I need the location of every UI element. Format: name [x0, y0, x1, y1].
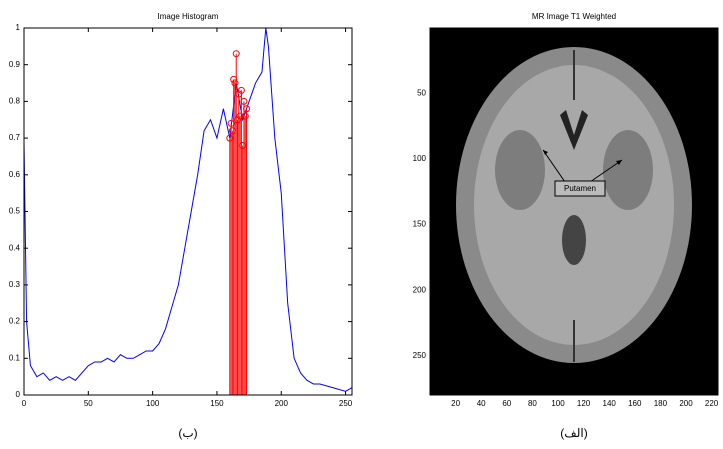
caption: (الف) — [560, 426, 587, 440]
x-tick-label: 180 — [654, 399, 668, 408]
x-tick-label: 100 — [146, 399, 160, 408]
y-tick-label: 0.4 — [9, 243, 21, 252]
y-tick-label: 0.6 — [9, 170, 21, 179]
x-tick-label: 250 — [339, 399, 353, 408]
x-tick-label: 200 — [275, 399, 289, 408]
y-tick-label: 0.2 — [9, 317, 21, 326]
x-tick-label: 60 — [502, 399, 511, 408]
third-ventricle — [562, 215, 586, 265]
y-tick-label: 100 — [413, 154, 427, 163]
y-tick-label: 50 — [417, 89, 426, 98]
chart-title: MR Image T1 Weighted — [532, 12, 616, 21]
stem-marker — [231, 79, 239, 87]
caption: (ب) — [178, 426, 197, 440]
x-tick-label: 100 — [551, 399, 565, 408]
y-tick-label: 150 — [413, 220, 427, 229]
x-tick-label: 50 — [84, 399, 93, 408]
x-tick-label: 80 — [528, 399, 537, 408]
chart-title: Image Histogram — [158, 12, 219, 21]
histogram-line — [23, 27, 353, 392]
annotation-box — [554, 180, 606, 197]
left-region — [495, 130, 545, 210]
stem-marker — [243, 105, 251, 113]
stem-marker — [237, 86, 245, 94]
x-tick-label: 220 — [705, 399, 719, 408]
arrow-head — [616, 160, 622, 165]
arrow-head — [543, 150, 548, 155]
axes-frame — [23, 27, 353, 396]
y-tick-label: 200 — [413, 285, 427, 294]
annotation: Putamen — [564, 184, 596, 193]
x-tick-label: 150 — [210, 399, 224, 408]
x-tick-label: 40 — [477, 399, 486, 408]
brain-white-matter — [474, 65, 674, 345]
mri-image: Putamen — [430, 28, 718, 395]
axes-frame — [429, 27, 719, 396]
stem-marker — [232, 50, 240, 58]
x-tick-label: 0 — [22, 399, 27, 408]
y-tick-label: 250 — [413, 351, 427, 360]
y-tick-label: 0.3 — [9, 280, 21, 289]
right-region — [603, 130, 653, 210]
y-tick-label: 0.8 — [9, 97, 21, 106]
y-tick-label: 0.7 — [9, 133, 21, 142]
x-tick-label: 140 — [603, 399, 617, 408]
y-tick-label: 0.9 — [9, 60, 21, 69]
x-tick-label: 120 — [577, 399, 591, 408]
stem-marker — [240, 97, 248, 105]
x-tick-label: 200 — [679, 399, 693, 408]
stem-marker — [241, 112, 249, 120]
y-tick-label: 0.1 — [9, 353, 21, 362]
x-tick-label: 20 — [451, 399, 460, 408]
y-tick-label: 1 — [16, 23, 21, 32]
ventricles — [560, 110, 588, 150]
x-tick-label: 160 — [628, 399, 642, 408]
y-tick-label: 0.5 — [9, 207, 21, 216]
arrow — [589, 159, 623, 183]
arrow — [542, 149, 566, 183]
stem-marker — [236, 112, 244, 120]
y-tick-label: 0 — [16, 390, 21, 399]
